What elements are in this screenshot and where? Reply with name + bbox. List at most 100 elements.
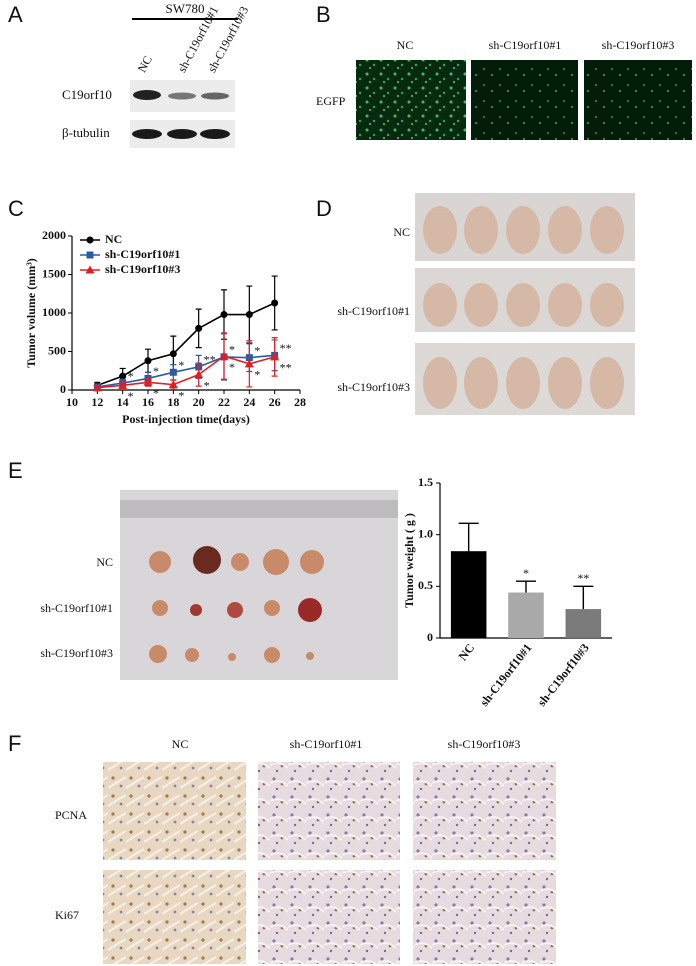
- column-label: sh-C19orf10#1: [489, 38, 562, 52]
- ihc-image: [413, 870, 556, 964]
- column-label: NC: [397, 38, 414, 52]
- legend-marker: [86, 236, 94, 244]
- x-tick-label: 14: [117, 395, 129, 409]
- significance-label: *: [229, 360, 235, 374]
- significance-label: *: [204, 378, 210, 392]
- panel-label: D: [316, 196, 332, 221]
- row-label: NC: [96, 555, 113, 569]
- column-label: sh-C19orf10#3: [602, 38, 675, 52]
- row-label: EGFP: [316, 94, 346, 108]
- ihc-image: [103, 870, 246, 964]
- legend-marker: [85, 265, 95, 274]
- row-label: Ki67: [55, 908, 79, 922]
- legend-marker: [86, 251, 94, 259]
- marker: [270, 352, 280, 361]
- x-tick-label: 18: [167, 395, 179, 409]
- y-tick-label: 1.0: [418, 526, 433, 540]
- bar: [565, 609, 602, 638]
- row-label: C19orf10: [62, 87, 112, 102]
- legend-label: NC: [105, 232, 122, 246]
- mouse-photos: [415, 193, 635, 415]
- panel-label: F: [8, 731, 21, 756]
- y-tick-label: 0: [427, 630, 433, 644]
- band: [201, 92, 229, 100]
- significance-label: **: [204, 353, 216, 367]
- x-axis-label: Post-injection time(days): [122, 412, 250, 426]
- fluorescence-image: [584, 60, 692, 140]
- legend-label: sh-C19orf10#1: [105, 247, 180, 261]
- x-tick-label: 26: [269, 395, 281, 409]
- band: [132, 129, 162, 139]
- error-bar: [458, 522, 479, 552]
- x-tick-label: 16: [142, 395, 154, 409]
- y-axis-label: Tumor volume (mm³): [24, 258, 38, 368]
- marker: [144, 357, 152, 365]
- tumor-photo: [120, 490, 398, 680]
- row-label: β-tubulin: [62, 125, 110, 140]
- row-label: sh-C19orf10#3: [40, 646, 113, 660]
- x-tick-label: 28: [294, 395, 306, 409]
- significance-label: *: [523, 566, 529, 580]
- x-tick-label: sh-C19orf10#1: [477, 641, 534, 709]
- band: [167, 129, 197, 139]
- significance-label: *: [128, 389, 134, 403]
- cell-line: SW780: [166, 1, 205, 16]
- bar: [450, 551, 487, 638]
- ihc-image: [413, 762, 556, 860]
- lane-label: NC: [135, 53, 155, 74]
- error-bar: [516, 580, 536, 593]
- series-line: [97, 354, 275, 388]
- x-tick-label: 24: [243, 395, 255, 409]
- y-tick-label: 0.5: [418, 578, 433, 592]
- row-label: sh-C19orf10#1: [337, 304, 410, 318]
- marker: [194, 370, 204, 379]
- significance-label: *: [153, 364, 159, 378]
- marker: [219, 351, 229, 360]
- marker: [169, 350, 177, 358]
- fluorescence-image: [356, 60, 466, 140]
- x-tick-label: 12: [91, 395, 103, 409]
- y-tick-label: 500: [48, 343, 66, 357]
- y-tick-label: 1000: [42, 305, 66, 319]
- ihc-image: [258, 762, 400, 860]
- significance-label: **: [280, 341, 292, 355]
- series-line: [97, 355, 275, 389]
- row-label: PCNA: [55, 808, 87, 822]
- x-tick-label: sh-C19orf10#3: [534, 641, 591, 709]
- x-tick-label: 10: [66, 395, 78, 409]
- x-tick-label: 22: [218, 395, 230, 409]
- marker: [119, 372, 127, 380]
- band: [200, 129, 230, 139]
- marker: [92, 383, 102, 392]
- marker: [118, 380, 128, 389]
- ihc-image: [103, 762, 246, 860]
- marker: [168, 380, 178, 389]
- panel-label: B: [316, 2, 331, 27]
- panel-label: C: [8, 196, 24, 221]
- row-label: NC: [393, 225, 410, 239]
- significance-label: *: [178, 358, 184, 372]
- y-tick-label: 1.5: [418, 475, 433, 489]
- marker: [220, 311, 228, 319]
- significance-label: *: [254, 343, 260, 357]
- marker: [143, 377, 153, 386]
- column-label: sh-C19orf10#1: [290, 737, 363, 751]
- band: [168, 92, 196, 100]
- row-label: sh-C19orf10#3: [337, 380, 410, 394]
- significance-label: *: [128, 369, 134, 383]
- column-label: NC: [172, 737, 189, 751]
- y-tick-label: 1500: [42, 266, 66, 280]
- bar: [508, 592, 544, 638]
- x-tick-label: 20: [193, 395, 205, 409]
- significance-label: *: [229, 343, 235, 357]
- marker: [245, 311, 253, 319]
- ihc-image: [258, 870, 400, 964]
- panel-label: A: [8, 2, 23, 27]
- row-label: sh-C19orf10#1: [40, 601, 113, 615]
- legend-label: sh-C19orf10#3: [105, 262, 180, 276]
- significance-label: *: [178, 388, 184, 402]
- significance-label: **: [577, 571, 589, 585]
- marker: [169, 368, 177, 376]
- x-tick-label: NC: [455, 641, 477, 663]
